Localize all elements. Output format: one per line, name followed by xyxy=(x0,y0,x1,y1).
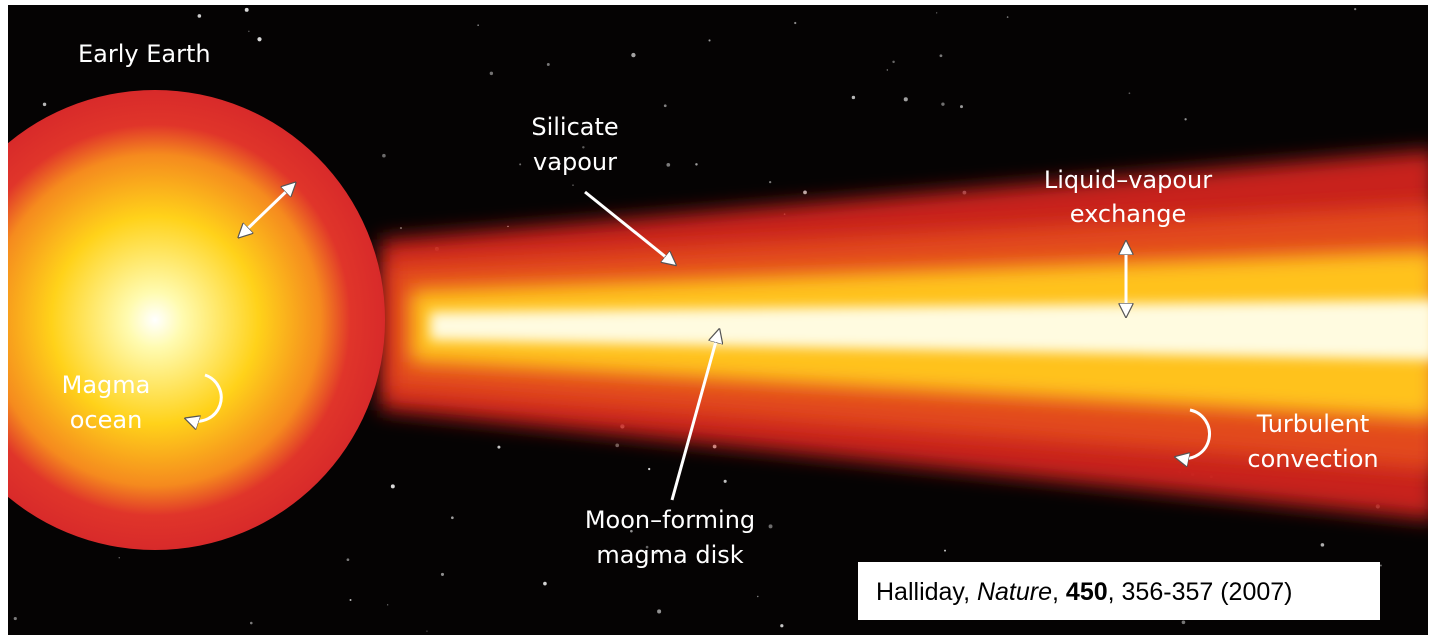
star xyxy=(197,14,202,18)
star xyxy=(349,599,352,601)
star xyxy=(645,545,649,549)
star xyxy=(543,581,547,586)
star xyxy=(708,39,711,42)
label: Moon–forming xyxy=(585,506,755,534)
label: exchange xyxy=(1070,200,1186,228)
star xyxy=(886,69,889,71)
star xyxy=(390,484,395,489)
star xyxy=(695,163,698,166)
citation-journal: Nature xyxy=(977,578,1052,606)
star xyxy=(426,630,428,632)
star xyxy=(257,37,262,42)
star xyxy=(489,71,494,76)
star xyxy=(13,616,17,621)
star xyxy=(1184,118,1187,121)
star xyxy=(794,21,797,25)
label: convection xyxy=(1247,445,1378,473)
star xyxy=(582,146,585,149)
star xyxy=(936,12,938,14)
star xyxy=(944,549,946,552)
star xyxy=(723,479,727,483)
star xyxy=(768,524,773,529)
citation-part: , 356-357 (2007) xyxy=(1108,578,1293,606)
arrow xyxy=(242,186,292,234)
star xyxy=(631,52,636,58)
star xyxy=(249,621,253,625)
arrows xyxy=(190,186,1211,501)
star xyxy=(666,162,671,167)
star xyxy=(399,226,403,230)
star xyxy=(657,609,662,614)
star xyxy=(769,180,772,184)
star xyxy=(440,572,445,576)
disk-core xyxy=(430,300,1428,360)
star xyxy=(851,95,856,100)
star xyxy=(960,105,963,109)
star xyxy=(1354,8,1357,11)
label: Magma xyxy=(62,371,151,399)
star xyxy=(1006,16,1009,18)
circular-arrow xyxy=(190,373,223,421)
star xyxy=(1379,564,1382,567)
star xyxy=(477,24,479,26)
star xyxy=(803,190,807,195)
star xyxy=(507,225,509,228)
citation-volume: 450 xyxy=(1066,578,1108,606)
star xyxy=(244,7,249,12)
citation: Halliday, Nature, 450, 356-357 (2007) xyxy=(876,578,1293,606)
star xyxy=(387,604,389,606)
star xyxy=(248,30,250,33)
label: magma disk xyxy=(596,541,743,569)
label: ocean xyxy=(70,406,143,434)
star xyxy=(382,153,386,158)
star xyxy=(892,60,895,64)
label: Turbulent xyxy=(1256,410,1370,438)
star xyxy=(497,445,501,449)
star xyxy=(346,558,350,562)
star xyxy=(1128,92,1131,95)
star xyxy=(42,102,47,107)
star xyxy=(903,97,908,102)
star xyxy=(451,516,454,520)
star xyxy=(941,102,945,106)
star xyxy=(558,162,561,165)
star xyxy=(663,104,667,108)
citation-part: Halliday, xyxy=(876,578,977,606)
star xyxy=(757,595,759,598)
star xyxy=(572,184,574,186)
label: vapour xyxy=(533,148,617,176)
label: Silicate xyxy=(531,113,618,141)
scene: Early Earth Silicate vapour Liquid–vapou… xyxy=(8,5,1428,635)
star xyxy=(519,163,522,166)
star xyxy=(118,557,120,559)
label: Liquid–vapour xyxy=(1044,166,1212,194)
citation-box xyxy=(858,562,1380,620)
star xyxy=(654,550,658,554)
star xyxy=(1181,620,1186,625)
star xyxy=(712,444,717,449)
star xyxy=(546,63,550,66)
star xyxy=(630,529,633,533)
star xyxy=(780,624,784,628)
star xyxy=(648,467,651,471)
citation-part: , xyxy=(1052,578,1066,606)
star xyxy=(615,443,620,448)
label: Early Earth xyxy=(78,40,211,68)
circular-arrow xyxy=(1180,408,1211,459)
star xyxy=(939,54,943,58)
arrow xyxy=(584,190,672,262)
star xyxy=(1320,543,1325,547)
arrow xyxy=(670,334,718,501)
